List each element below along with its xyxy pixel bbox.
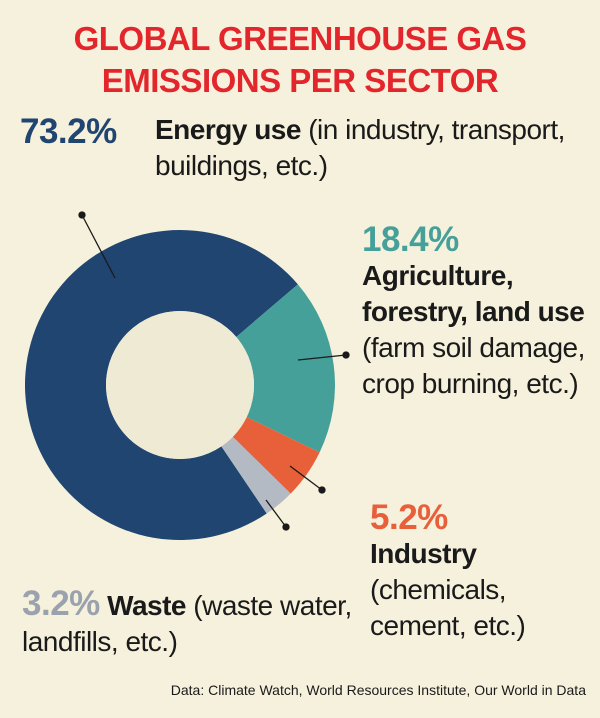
category-label: Waste [107, 590, 186, 621]
value-label: 3.2% [22, 584, 100, 623]
category-label: Energy use [155, 114, 301, 145]
description: (in industry, transport, buildings, etc.… [155, 114, 565, 181]
category-label: Agriculture, forestry, land use [362, 260, 585, 327]
chart-title: GLOBAL GREENHOUSE GAS EMISSIONS PER SECT… [73, 20, 527, 99]
leaders [78, 211, 350, 531]
value-label: 73.2% [20, 112, 117, 151]
label-block: 73.2% Energy use (in industry, transport,… [20, 112, 585, 184]
description: (waste water, landfills, etc.) [22, 590, 352, 657]
donut-segment [232, 417, 320, 494]
source-note: Data: Climate Watch, World Resources Ins… [170, 682, 586, 698]
donut-segment [25, 230, 298, 541]
donut-segment [221, 436, 291, 514]
donut-segment [236, 284, 335, 453]
label-block: 3.2% Waste (waste water, landfills, etc.… [22, 586, 352, 660]
label-block: 5.2% Industry (chemicals, cement, etc.) [370, 500, 595, 644]
value-label: 18.4% [362, 220, 459, 259]
description: (chemicals, cement, etc.) [370, 574, 526, 641]
value-label: 5.2% [370, 498, 448, 537]
donut-hole [106, 311, 254, 459]
label-block: 18.4% Agriculture, forestry, land use (fa… [362, 222, 597, 402]
category-label: Industry [370, 538, 477, 569]
description: (farm soil damage, crop burning, etc.) [362, 332, 585, 399]
